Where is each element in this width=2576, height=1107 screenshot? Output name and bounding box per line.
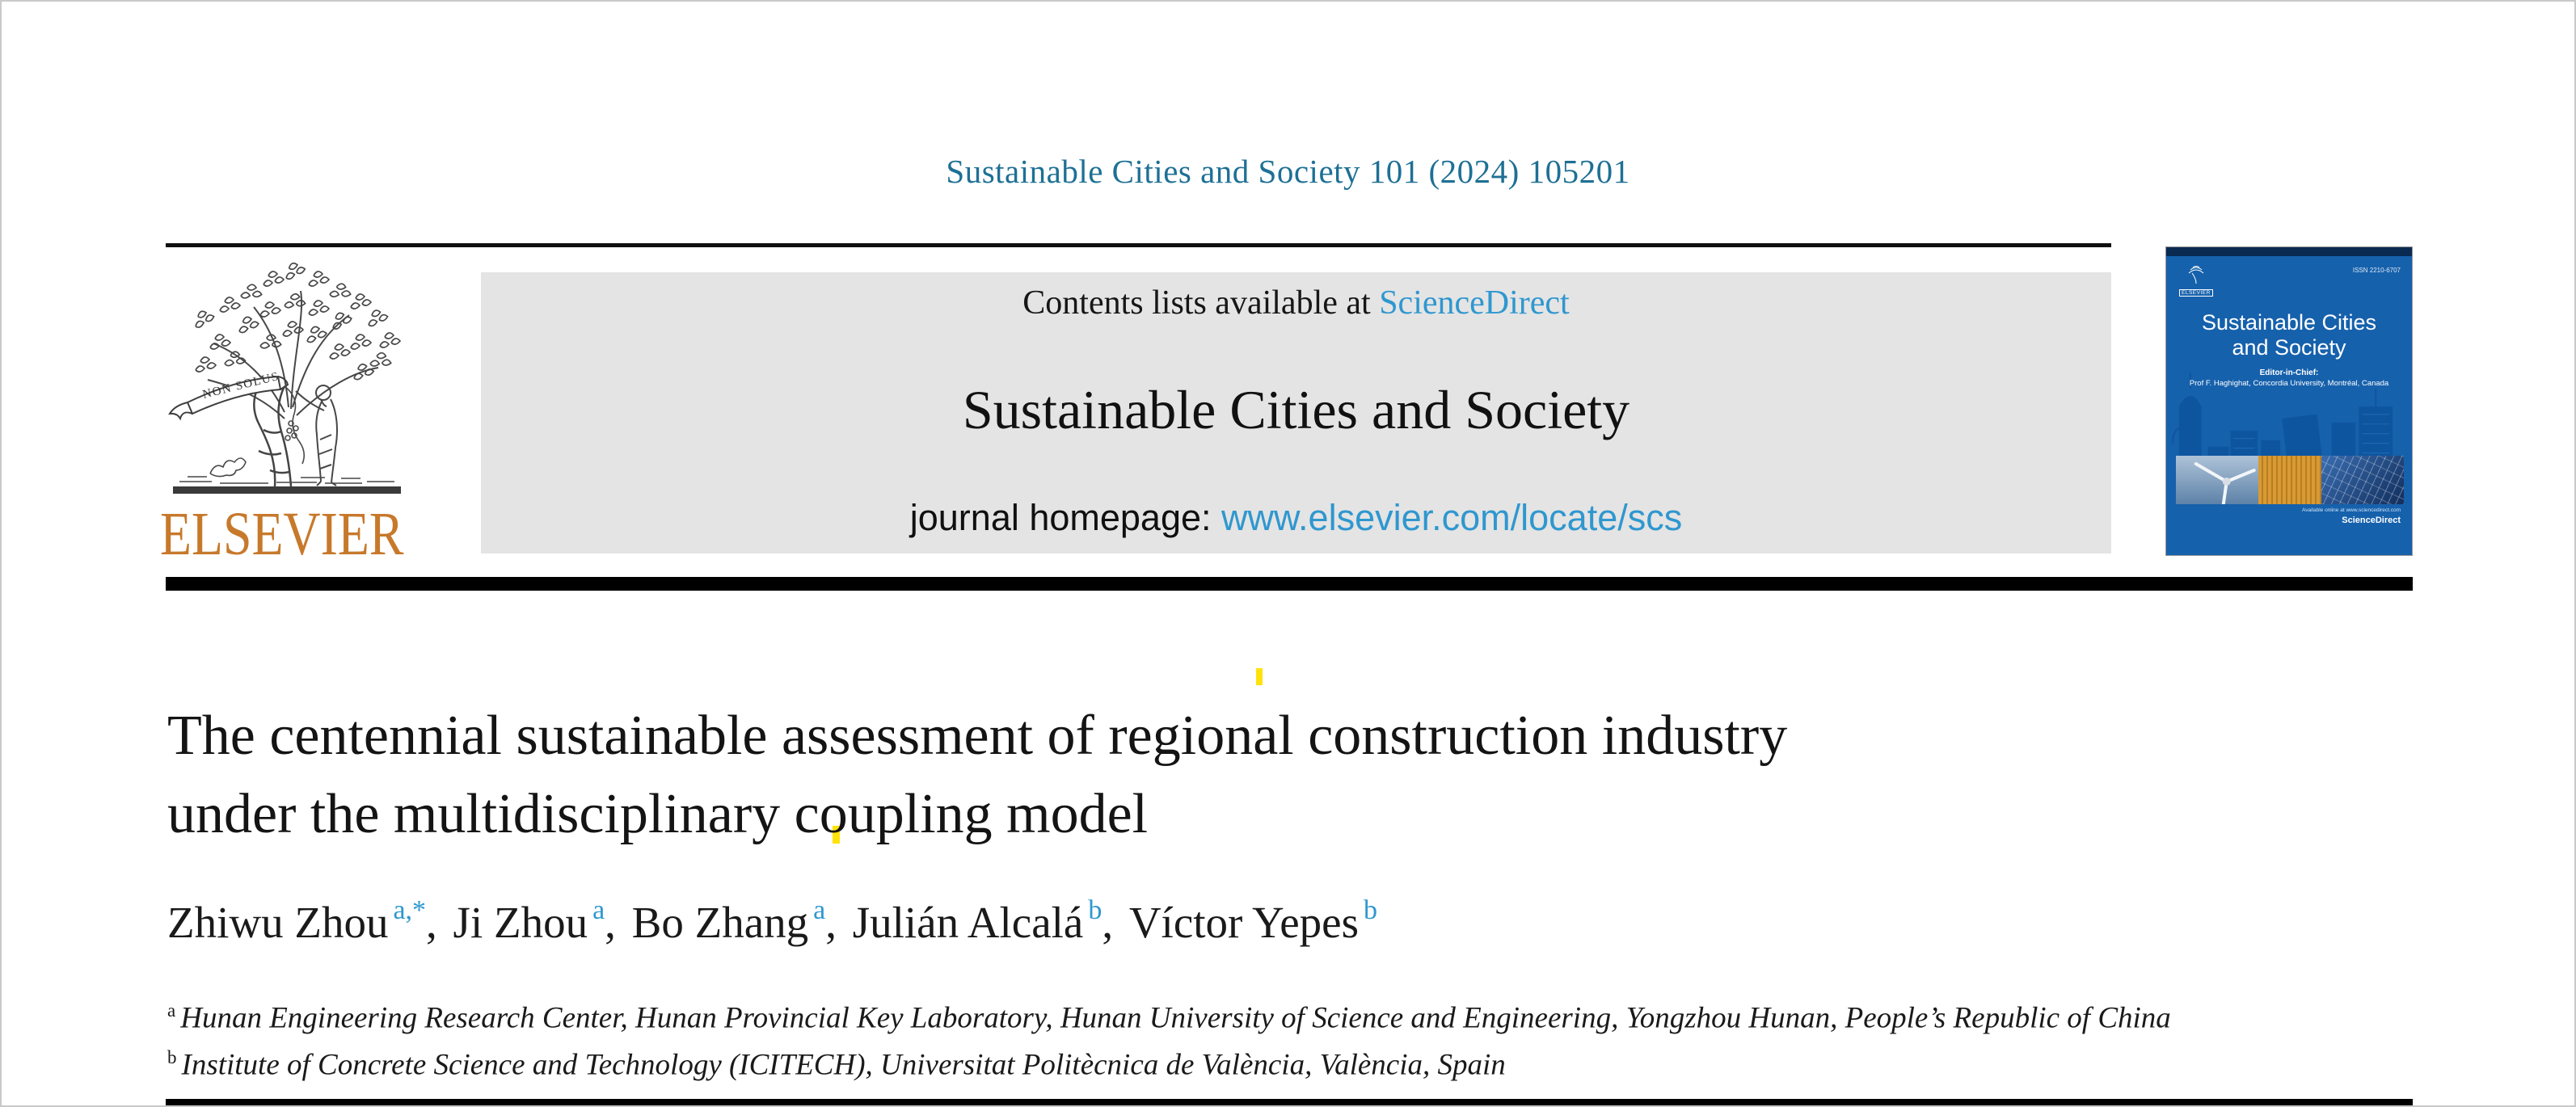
header-top-rule <box>166 243 2111 247</box>
author-affiliation-link[interactable]: a <box>592 894 605 925</box>
journal-title: Sustainable Cities and Society <box>962 378 1630 440</box>
yellow-annotation-tick <box>1256 668 1263 685</box>
cover-journal-title: Sustainable Cities and Society <box>2201 310 2377 360</box>
author-name: Julián Alcalá <box>852 898 1084 947</box>
affiliations-block: a Hunan Engineering Research Center, Huna… <box>167 991 2171 1085</box>
author-name: Víctor Yepes <box>1128 898 1359 947</box>
cover-photo-strip <box>2176 456 2404 504</box>
author-affiliation-link[interactable]: b <box>1088 894 1102 925</box>
cover-sciencedirect-brand: ScienceDirect <box>2342 516 2401 525</box>
author-name: Zhiwu Zhou <box>167 898 389 947</box>
header-divider-bar <box>166 577 2413 591</box>
cover-elsevier-mini-logo: ELSEVIER <box>2179 265 2213 297</box>
cover-editor-label: Editor-in-Chief: <box>2259 368 2319 377</box>
homepage-prefix: journal homepage: <box>909 497 1222 538</box>
author-name: Bo Zhang <box>631 898 809 947</box>
cover-mini-wordmark: ELSEVIER <box>2179 289 2213 297</box>
journal-homepage-link[interactable]: www.elsevier.com/locate/scs <box>1221 497 1683 538</box>
solar-panel-photo <box>2321 456 2404 504</box>
contents-line: Contents lists available at ScienceDirec… <box>1022 284 1569 322</box>
article-title-line1: The centennial sustainable assessment of… <box>167 705 1788 767</box>
author-separator: , <box>426 898 449 947</box>
wheat-field-photo <box>2258 456 2322 504</box>
cover-editor-block: Editor-in-Chief: Prof F. Haghighat, Conc… <box>2166 368 2412 388</box>
cover-top-band <box>2166 247 2412 256</box>
cover-mini-tree-icon <box>2188 266 2204 284</box>
affiliation-sup: b <box>167 1047 177 1068</box>
yellow-title-highlight <box>833 826 840 844</box>
homepage-line: journal homepage: www.elsevier.com/locat… <box>910 497 1682 539</box>
cover-editor-name: Prof F. Haghighat, Concordia University,… <box>2189 379 2389 388</box>
author-affiliation-link[interactable]: a <box>813 894 826 925</box>
journal-header-box: Contents lists available at ScienceDirec… <box>481 272 2111 554</box>
elsevier-logo: NON SOLUS <box>163 257 415 501</box>
journal-cover-thumbnail: ELSEVIER ISSN 2210-6707 Sustainable Citi… <box>2165 246 2413 556</box>
affiliation-sup: a <box>167 1000 176 1021</box>
author-name: Ji Zhou <box>453 898 588 947</box>
authors-line: Zhiwu Zhou a,*, Ji Zhou a, Bo Zhang a, Juli… <box>167 894 1377 948</box>
author-separator: , <box>1102 898 1124 947</box>
author-affiliation-link[interactable]: a,* <box>393 894 427 925</box>
elsevier-wordmark: ELSEVIER <box>160 500 404 568</box>
affiliation-b: b Institute of Concrete Science and Techn… <box>167 1047 1506 1082</box>
contents-prefix: Contents lists available at <box>1022 284 1380 322</box>
author-separator: , <box>605 898 627 947</box>
sciencedirect-link[interactable]: ScienceDirect <box>1379 284 1570 322</box>
author-separator: , <box>825 898 848 947</box>
abstract-section-top-rule <box>166 1099 2413 1105</box>
affiliation-a: a Hunan Engineering Research Center, Huna… <box>167 1000 2171 1035</box>
cover-issn: ISSN 2210-6707 <box>2352 267 2401 274</box>
article-title: The centennial sustainable assessment of… <box>167 697 2148 853</box>
elsevier-tree-icon: NON SOLUS <box>168 260 401 494</box>
cover-available-online-text: Available online at www.sciencedirect.co… <box>2302 507 2401 513</box>
author-affiliation-link[interactable]: b <box>1364 894 1377 925</box>
wind-turbine-photo <box>2176 456 2258 504</box>
article-title-line2: under the multidisciplinary coupling mod… <box>167 783 1149 845</box>
journal-citation-link[interactable]: Sustainable Cities and Society 101 (2024… <box>946 153 1630 190</box>
